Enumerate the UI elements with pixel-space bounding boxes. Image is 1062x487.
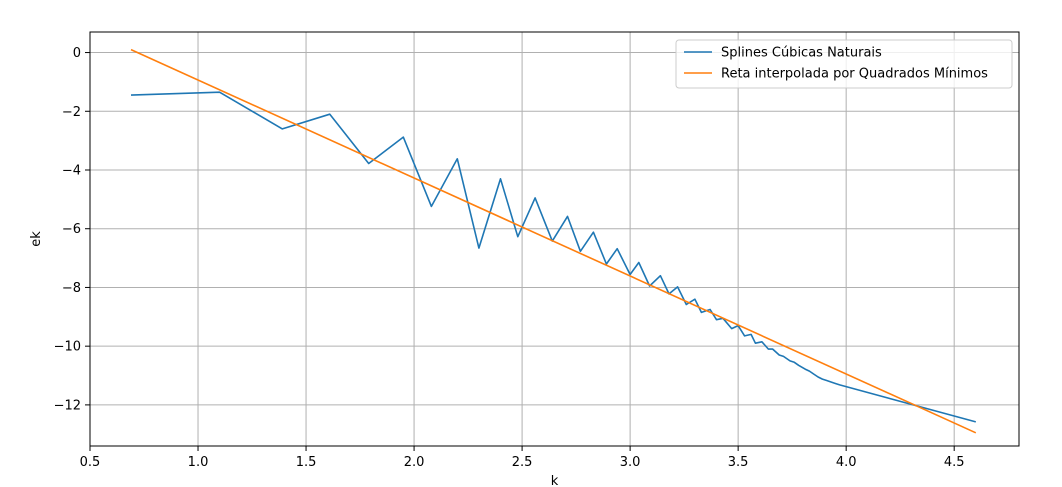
x-tick-label: 4.5 <box>944 455 965 470</box>
legend-label-least-squares: Reta interpolada por Quadrados Mínimos <box>721 67 988 82</box>
y-tick-label: −10 <box>54 340 81 355</box>
legend-box <box>675 39 1013 89</box>
y-tick-label: 0 <box>73 46 81 61</box>
x-tick-label: 3.0 <box>620 455 641 470</box>
x-tick-label: 3.5 <box>728 455 749 470</box>
legend-label-splines: Splines Cúbicas Naturais <box>721 46 882 61</box>
y-tick-label: −4 <box>62 164 81 179</box>
y-tick-label: −8 <box>62 281 81 296</box>
ticks: 0.5 1.0 1.5 2.0 2.5 3.0 3.5 4.0 4.5 0 −2 −4 −6 −8 −10 −… <box>54 46 965 470</box>
y-tick-label: −12 <box>54 398 81 413</box>
x-tick-label: 4.0 <box>836 455 857 470</box>
legend: Splines Cúbicas Naturais Reta interpolad… <box>675 39 1013 89</box>
series-layer <box>130 48 977 434</box>
y-tick-label: −2 <box>62 105 81 120</box>
x-tick-label: 0.5 <box>80 455 101 470</box>
series-line-splines <box>130 91 977 423</box>
x-axis-label: k <box>551 474 559 487</box>
y-axis-label: ek <box>29 231 44 247</box>
x-tick-label: 2.0 <box>404 455 425 470</box>
plot-frame <box>89 31 1020 447</box>
y-tick-label: −6 <box>62 222 81 237</box>
x-tick-label: 1.0 <box>188 455 209 470</box>
series-line-least-squares <box>130 48 977 434</box>
x-tick-label: 1.5 <box>296 455 317 470</box>
x-tick-label: 2.5 <box>512 455 533 470</box>
